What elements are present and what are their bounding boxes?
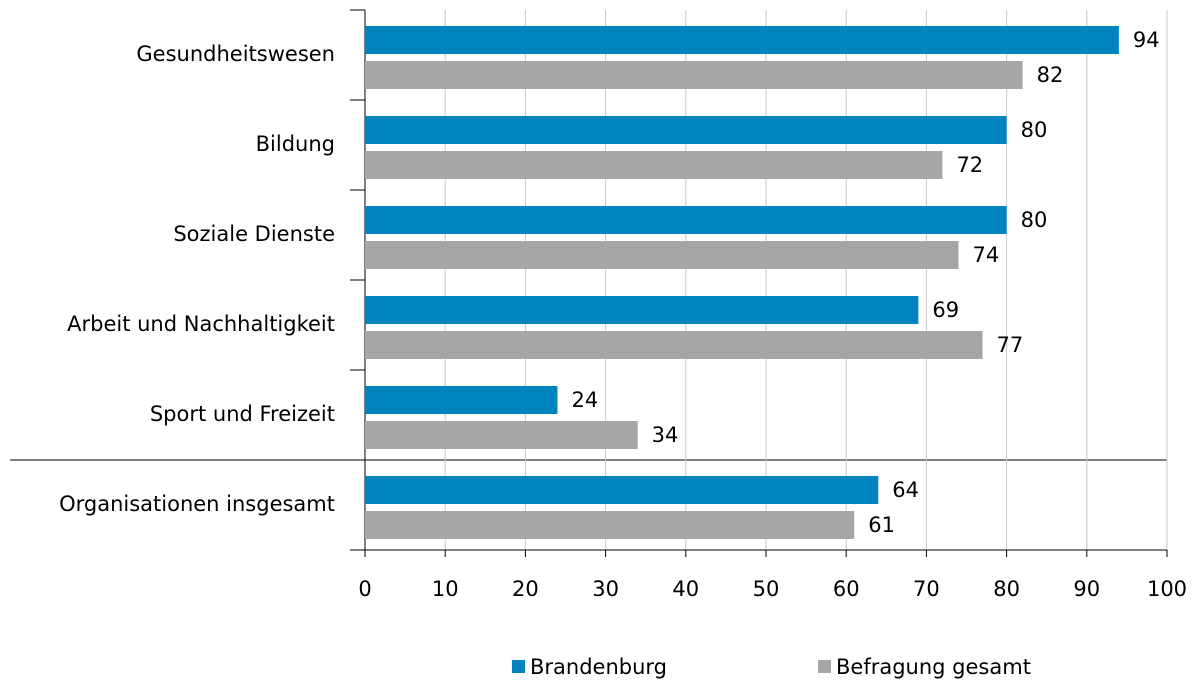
data-label: 61	[868, 513, 895, 537]
bar	[365, 206, 1007, 234]
bar	[365, 476, 879, 504]
bar	[365, 241, 959, 269]
y-tick-label: Arbeit und Nachhaltigkeit	[67, 312, 335, 336]
legend-label: Befragung gesamt	[836, 655, 1031, 679]
bar	[365, 116, 1007, 144]
x-tick-label: 90	[1073, 577, 1100, 601]
data-label: 77	[997, 333, 1024, 357]
data-label: 80	[1021, 208, 1048, 232]
x-tick-label: 0	[358, 577, 371, 601]
bar	[365, 511, 855, 539]
legend-label: Brandenburg	[530, 655, 667, 679]
data-label: 94	[1133, 28, 1160, 52]
x-tick-label: 20	[512, 577, 539, 601]
data-label: 64	[892, 478, 919, 502]
bar	[365, 26, 1119, 54]
legend-swatch	[818, 660, 831, 673]
x-tick-label: 60	[833, 577, 860, 601]
data-label: 24	[571, 388, 598, 412]
x-tick-label: 30	[592, 577, 619, 601]
x-tick-label: 40	[672, 577, 699, 601]
x-tick-label: 50	[753, 577, 780, 601]
x-tick-label: 100	[1147, 577, 1187, 601]
bar	[365, 151, 943, 179]
bar	[365, 331, 983, 359]
x-tick-label: 10	[432, 577, 459, 601]
data-label: 34	[652, 423, 679, 447]
y-tick-label: Soziale Dienste	[173, 222, 335, 246]
bar	[365, 61, 1023, 89]
data-label: 82	[1037, 63, 1064, 87]
x-tick-label: 80	[993, 577, 1020, 601]
data-label: 72	[956, 153, 983, 177]
bar	[365, 296, 919, 324]
y-tick-label: Sport und Freizeit	[150, 402, 335, 426]
data-label: 74	[972, 243, 999, 267]
bar	[365, 421, 638, 449]
data-label: 69	[932, 298, 959, 322]
legend-swatch	[512, 660, 525, 673]
y-tick-label: Gesundheitswesen	[136, 42, 335, 66]
data-label: 80	[1021, 118, 1048, 142]
y-tick-label: Bildung	[256, 132, 335, 156]
x-tick-label: 70	[913, 577, 940, 601]
bar	[365, 386, 558, 414]
y-tick-label: Organisationen insgesamt	[59, 492, 335, 516]
